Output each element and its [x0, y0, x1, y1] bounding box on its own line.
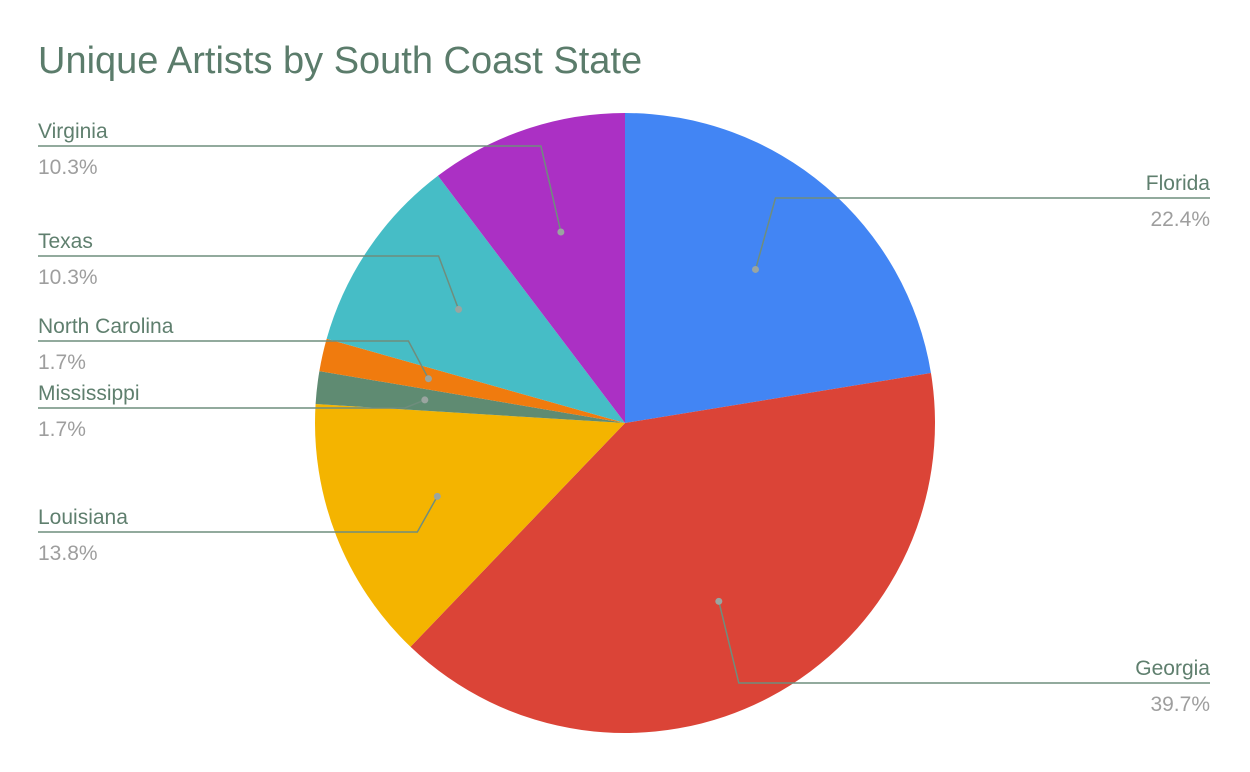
slice-percent-florida: 22.4%: [1150, 208, 1210, 231]
slice-label-florida: Florida: [1146, 172, 1211, 195]
slice-percent-texas: 10.3%: [38, 266, 98, 289]
pie-slice-texas: [326, 175, 625, 423]
slice-label-virginia: Virginia: [38, 120, 108, 143]
leader-line-texas: [38, 255, 460, 310]
leaders-layer: [38, 145, 1210, 684]
leader-line-florida: [754, 197, 1210, 270]
leader-dot-louisiana: [433, 492, 441, 500]
leader-dot-virginia: [557, 228, 565, 236]
slice-label-north-carolina: North Carolina: [38, 315, 174, 338]
slice-label-mississippi: Mississippi: [38, 382, 140, 405]
slice-percent-north-carolina: 1.7%: [38, 351, 86, 374]
leader-line-georgia: [718, 601, 1210, 684]
pie-slice-florida: [625, 113, 931, 423]
leader-dot-florida: [751, 265, 759, 273]
pie-slice-virginia: [437, 113, 625, 423]
slice-label-texas: Texas: [38, 230, 93, 253]
slice-percent-mississippi: 1.7%: [38, 418, 86, 441]
slice-percent-virginia: 10.3%: [38, 156, 98, 179]
leader-line-louisiana: [38, 495, 438, 533]
slice-label-georgia: Georgia: [1135, 657, 1210, 680]
pie-slice-mississippi: [315, 371, 625, 423]
pie-slice-north-carolina: [319, 338, 625, 423]
leader-dot-mississippi: [421, 396, 429, 404]
slice-percent-louisiana: 13.8%: [38, 542, 98, 565]
slice-label-louisiana: Louisiana: [38, 506, 128, 529]
pie-slice-louisiana: [315, 404, 625, 647]
leader-dot-georgia: [715, 597, 723, 605]
slices-layer: [315, 113, 935, 733]
chart-title: Unique Artists by South Coast State: [38, 40, 643, 82]
leader-dot-texas: [455, 305, 463, 313]
slice-percent-georgia: 39.7%: [1150, 693, 1210, 716]
pie-slice-georgia: [410, 373, 935, 733]
leader-dot-north-carolina: [424, 375, 432, 383]
leader-line-north-carolina: [38, 340, 430, 380]
labels-layer: Florida 22.4% Georgia 39.7% Louisiana 13.8% Mi…: [38, 120, 1210, 716]
leader-line-virginia: [38, 145, 562, 233]
leader-line-mississippi: [38, 399, 426, 409]
